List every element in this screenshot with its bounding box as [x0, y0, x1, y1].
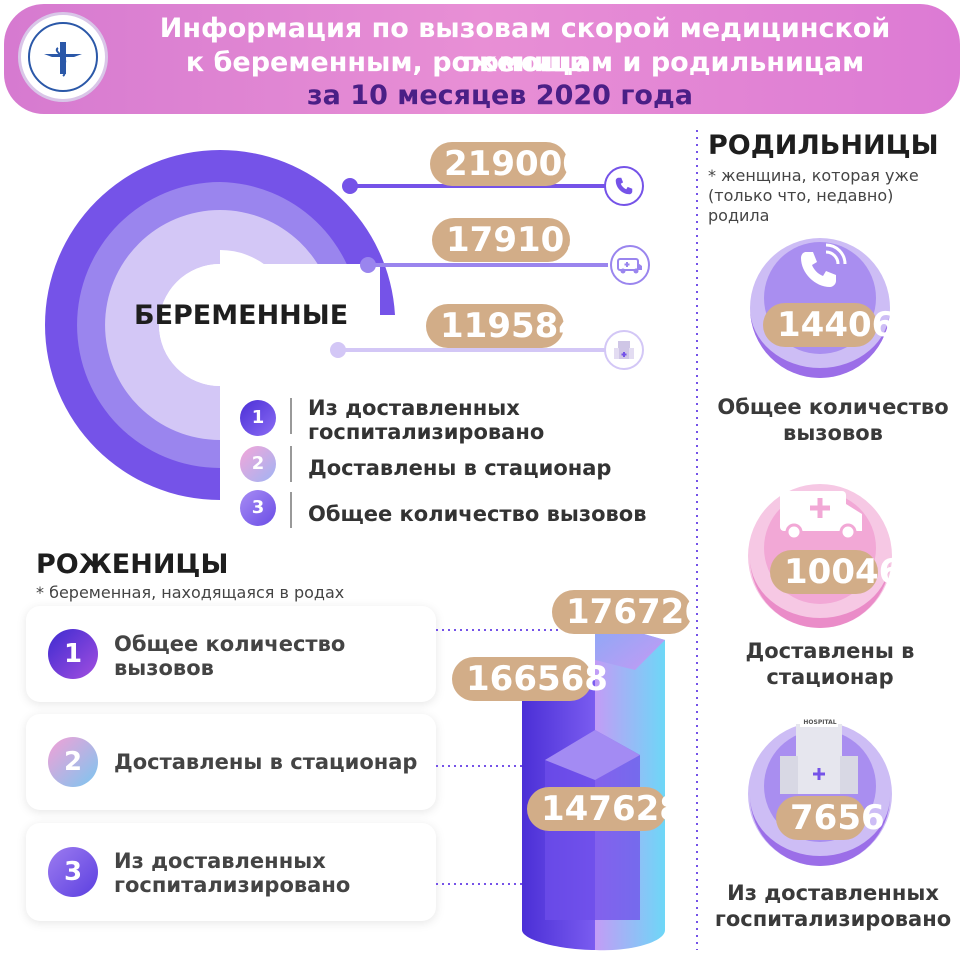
header-banner: [4, 4, 960, 114]
postpartum-delivered-label: Доставлены в стационар: [745, 639, 915, 689]
hospital-icon: [604, 330, 644, 370]
postpartum-circle-3: [748, 718, 892, 866]
pregnant-rings-diagram: [45, 149, 608, 510]
legend-divider: [290, 398, 292, 434]
pregnant-total-calls-value: 219000: [430, 142, 586, 186]
postpartum-total-calls-value: 14406: [763, 303, 895, 347]
legend-number-1: 1: [240, 400, 276, 436]
postpartum-title: РОДИЛЬНИЦЫ: [708, 130, 939, 161]
organization-logo: [18, 12, 108, 102]
labor-note: * беременная, находящаяся в родах: [36, 583, 345, 602]
labor-card-1: 1 Общее количество вызовов: [26, 606, 436, 702]
labor-3d-column: [522, 620, 665, 951]
logo-emblem: [28, 22, 98, 92]
card-text: Общее количество вызовов: [114, 632, 346, 680]
labor-hospitalized-value: 147628: [527, 787, 683, 831]
labor-connectors: [436, 629, 560, 885]
labor-title: РОЖЕНИЦЫ: [36, 549, 229, 580]
legend-divider: [290, 492, 292, 528]
ring-total-calls: [45, 150, 220, 500]
pregnant-hospitalized-value: 119584: [426, 304, 582, 348]
header-subtitle: за 10 месяцев 2020 года: [306, 80, 694, 111]
ring-delivered: [77, 182, 220, 468]
card-number: 1: [48, 629, 98, 679]
column-divider: [696, 130, 698, 950]
pregnant-delivered-value: 179101: [432, 218, 588, 262]
hospital-sign: HOSPITAL: [803, 719, 837, 726]
legend-number-2: 2: [240, 446, 276, 482]
card-text: Доставлены в стационар: [114, 750, 418, 774]
postpartum-delivered-value: 10046: [770, 550, 902, 594]
pregnant-label: БЕРЕМЕННЫЕ: [134, 300, 349, 331]
postpartum-note: * женщина, которая уже (только что, неда…: [708, 166, 919, 225]
labor-card-3: 3 Из доставленных госпитализировано: [26, 823, 436, 921]
ambulance-icon: [610, 245, 650, 285]
header-title-line-2: к беременным, роженицам и родильницам: [185, 47, 865, 78]
postpartum-hospitalized-label: Из доставленных госпитализировано: [714, 881, 952, 931]
legend-text-3: Общее количество вызовов: [308, 502, 647, 526]
legend-text-2: Доставлены в стационар: [308, 456, 612, 480]
ring-hospitalized: [105, 210, 220, 440]
legend-text-1: Из доставленных госпитализировано: [308, 396, 545, 444]
header-title-line-1: Информация по вызовам скорой медицинской…: [159, 13, 891, 78]
labor-delivered-value: 166568: [452, 657, 608, 701]
card-number: 2: [48, 737, 98, 787]
labor-card-2: 2 Доставлены в стационар: [26, 714, 436, 810]
legend-divider: [290, 446, 292, 482]
card-text: Из доставленных госпитализировано: [114, 849, 351, 897]
card-number: 3: [48, 847, 98, 897]
phone-icon: [604, 166, 644, 206]
postpartum-hospitalized-value: 7656: [776, 796, 885, 840]
labor-total-calls-value: 176726: [552, 590, 708, 634]
postpartum-total-calls-label: Общее количество вызовов: [717, 395, 949, 445]
legend-number-3: 3: [240, 490, 276, 526]
